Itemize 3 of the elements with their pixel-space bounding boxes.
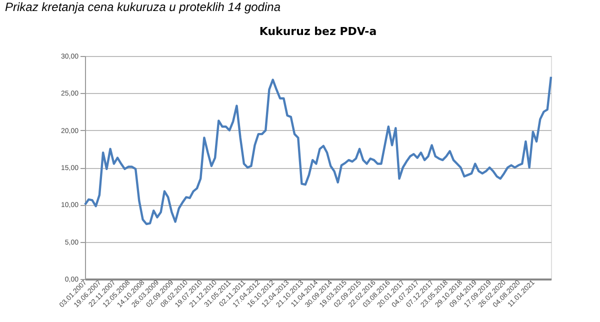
line-series xyxy=(84,76,552,226)
text: Prikaz kretanja cena kukuruza u proteklih 14 godina xyxy=(5,0,281,14)
chart-title: Kukuruz bez PDV-a xyxy=(259,25,377,38)
